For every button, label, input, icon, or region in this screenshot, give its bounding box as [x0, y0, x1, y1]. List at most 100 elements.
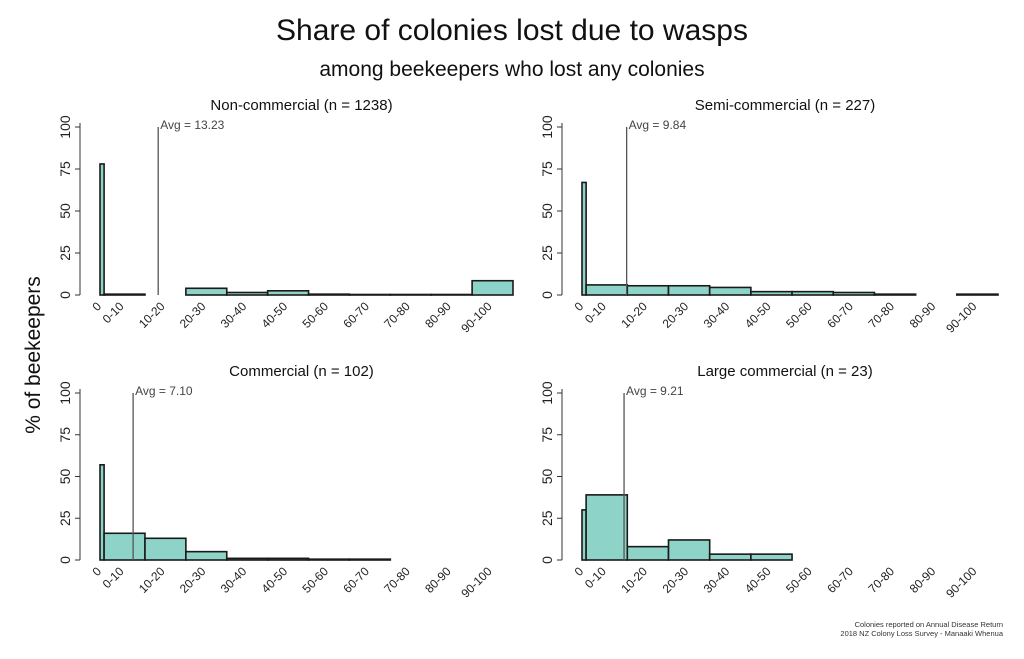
x-tick-label-commercial: 0	[90, 564, 105, 579]
bar-commercial-60-70	[348, 558, 392, 561]
panel-semi-commercial: Semi-commercial (n = 227)025507510000-10…	[539, 97, 999, 336]
x-tick-label-semi-commercial: 0-10	[582, 299, 609, 326]
y-tick-label-large-commercial: 0	[539, 556, 555, 564]
bar-commercial-40-50	[266, 557, 310, 561]
x-tick-label-semi-commercial: 80-90	[907, 299, 939, 331]
x-tick-label-commercial: 70-80	[381, 564, 413, 596]
x-tick-label-non-commercial: 10-20	[136, 299, 168, 331]
source-note: Colonies reported on Annual Disease Retu…	[840, 620, 1003, 638]
x-tick-label-non-commercial: 30-40	[218, 299, 250, 331]
y-tick-label-semi-commercial: 25	[539, 245, 555, 261]
bar-commercial-10-20	[144, 537, 187, 561]
panel-title-commercial: Commercial (n = 102)	[229, 363, 374, 380]
x-tick-label-large-commercial: 20-30	[660, 564, 692, 596]
y-tick-label-semi-commercial: 75	[539, 161, 555, 177]
bar-non-commercial-70-80	[389, 293, 433, 296]
bar-large-commercial-10-20	[626, 545, 670, 561]
panel-title-semi-commercial: Semi-commercial (n = 227)	[695, 97, 875, 114]
bar-semi-commercial-0-10	[585, 284, 629, 296]
x-tick-label-semi-commercial: 20-30	[660, 299, 692, 331]
avg-label-large-commercial: Avg = 9.21	[626, 384, 684, 398]
bar-semi-commercial-20-30	[667, 284, 711, 296]
y-tick-label-large-commercial: 75	[539, 427, 555, 443]
y-tick-label-semi-commercial: 100	[539, 115, 555, 139]
x-tick-label-semi-commercial: 70-80	[866, 299, 898, 331]
x-tick-label-commercial: 60-70	[340, 564, 372, 596]
x-tick-label-non-commercial: 0-10	[100, 299, 127, 326]
panel-title-non-commercial: Non-commercial (n = 1238)	[210, 97, 392, 114]
y-tick-label-commercial: 0	[57, 556, 73, 564]
x-tick-label-commercial: 40-50	[259, 564, 291, 596]
y-tick-label-semi-commercial: 50	[539, 203, 555, 219]
bar-commercial-0	[99, 464, 105, 561]
x-tick-label-large-commercial: 60-70	[824, 564, 856, 596]
x-tick-label-non-commercial: 60-70	[340, 299, 372, 331]
x-tick-label-semi-commercial: 90-100	[943, 299, 980, 336]
y-tick-label-large-commercial: 25	[539, 510, 555, 526]
bar-non-commercial-60-70	[348, 293, 392, 296]
x-tick-label-large-commercial: 70-80	[866, 564, 898, 596]
bar-non-commercial-80-90	[430, 293, 473, 296]
bar-large-commercial-20-30	[667, 539, 711, 561]
bar-semi-commercial-90-100	[956, 293, 999, 296]
y-tick-label-large-commercial: 50	[539, 469, 555, 485]
x-tick-label-non-commercial: 40-50	[259, 299, 291, 331]
bar-commercial-30-40	[225, 557, 269, 561]
x-tick-label-large-commercial: 40-50	[742, 564, 774, 596]
x-tick-label-large-commercial: 50-60	[783, 564, 815, 596]
y-tick-label-semi-commercial: 0	[539, 291, 555, 299]
bar-commercial-0-10	[103, 532, 146, 561]
bar-large-commercial-30-40	[708, 553, 752, 561]
bar-large-commercial-0-10	[585, 494, 629, 561]
figure-title: Share of colonies lost due to wasps	[276, 14, 748, 47]
bar-non-commercial-0	[99, 163, 105, 296]
bar-semi-commercial-40-50	[750, 290, 793, 296]
avg-label-non-commercial: Avg = 13.23	[160, 118, 224, 132]
x-tick-label-commercial: 20-30	[177, 564, 209, 596]
y-tick-label-commercial: 75	[57, 427, 73, 443]
x-tick-label-non-commercial: 20-30	[177, 299, 209, 331]
x-tick-label-commercial: 30-40	[218, 564, 250, 596]
x-tick-label-large-commercial: 80-90	[907, 564, 939, 596]
x-tick-label-large-commercial: 0-10	[582, 564, 609, 591]
x-tick-label-commercial: 50-60	[300, 564, 332, 596]
x-tick-label-semi-commercial: 30-40	[701, 299, 733, 331]
x-tick-label-large-commercial: 10-20	[618, 564, 650, 596]
y-tick-label-non-commercial: 50	[57, 203, 73, 219]
figure-subtitle: among beekeepers who lost any colonies	[319, 58, 705, 81]
bar-non-commercial-20-30	[185, 287, 228, 296]
source-line-1: Colonies reported on Annual Disease Retu…	[854, 620, 1003, 629]
y-tick-label-non-commercial: 100	[57, 115, 73, 139]
y-tick-label-non-commercial: 0	[57, 291, 73, 299]
x-tick-label-commercial: 10-20	[136, 564, 168, 596]
bar-semi-commercial-70-80	[873, 293, 917, 296]
x-tick-label-semi-commercial: 60-70	[824, 299, 856, 331]
y-tick-label-commercial: 25	[57, 510, 73, 526]
x-tick-label-commercial: 0-10	[100, 564, 127, 591]
x-tick-label-large-commercial: 90-100	[943, 564, 980, 601]
x-tick-label-large-commercial: 30-40	[701, 564, 733, 596]
y-tick-label-commercial: 100	[57, 381, 73, 405]
x-tick-label-semi-commercial: 0	[572, 299, 587, 314]
x-tick-label-semi-commercial: 40-50	[742, 299, 774, 331]
y-tick-label-large-commercial: 100	[539, 381, 555, 405]
x-tick-label-non-commercial: 0	[90, 299, 105, 314]
bar-semi-commercial-0	[581, 181, 587, 296]
bar-semi-commercial-10-20	[626, 284, 670, 296]
x-tick-label-non-commercial: 50-60	[300, 299, 332, 331]
source-line-2: 2018 NZ Colony Loss Survey - Manaaki Whe…	[840, 629, 1003, 638]
bar-semi-commercial-30-40	[708, 286, 752, 296]
bar-large-commercial-40-50	[750, 553, 793, 561]
panel-title-large-commercial: Large commercial (n = 23)	[697, 363, 873, 380]
x-tick-label-semi-commercial: 50-60	[783, 299, 815, 331]
panel-large-commercial: Large commercial (n = 23)025507510000-10…	[539, 363, 980, 601]
y-tick-label-non-commercial: 75	[57, 161, 73, 177]
x-tick-label-semi-commercial: 10-20	[618, 299, 650, 331]
bar-semi-commercial-60-70	[832, 291, 876, 296]
bar-non-commercial-40-50	[266, 289, 310, 296]
bar-non-commercial-90-100	[471, 279, 514, 296]
x-tick-label-commercial: 80-90	[422, 564, 454, 596]
bar-commercial-20-30	[185, 550, 228, 561]
